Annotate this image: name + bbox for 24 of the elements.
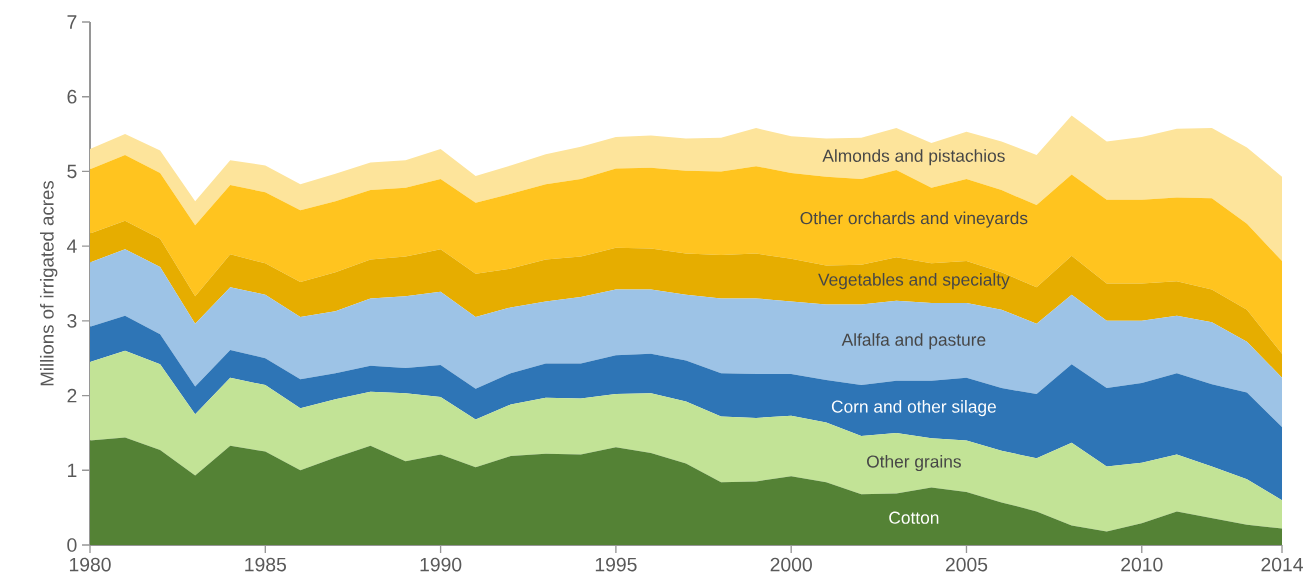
series-label: Other orchards and vineyards: [800, 211, 1028, 228]
x-tick-label: 2005: [945, 557, 988, 572]
y-tick-label: 4: [66, 239, 77, 253]
x-tick-label: 1985: [245, 557, 286, 572]
series-label: Cotton: [889, 511, 939, 524]
series-label: Almonds and pistachios: [822, 149, 1005, 166]
y-tick-label: 5: [67, 164, 77, 179]
y-tick-label: 6: [67, 89, 77, 104]
x-tick-label: 1990: [420, 557, 462, 572]
y-tick-label: 3: [67, 314, 77, 328]
x-tick-label: 1995: [595, 557, 637, 572]
series-label: Other grains: [867, 454, 961, 472]
y-tick-label: 2: [67, 388, 77, 403]
x-tick-label: 1980: [69, 557, 111, 572]
series-label: Alfalfa and pasture: [841, 333, 986, 350]
y-tick-label: 1: [68, 463, 77, 477]
y-axis-title: Millions of irrigated acres: [39, 181, 58, 386]
y-tick-label: 7: [67, 15, 77, 29]
x-tick-label: 2010: [1121, 557, 1163, 572]
x-tick-label: 2014: [1261, 557, 1303, 572]
x-tick-label: 2000: [770, 557, 812, 572]
series-label: Vegetables and specialty: [818, 272, 1010, 290]
series-label: Corn and other silage: [831, 400, 996, 417]
y-tick-label: 0: [67, 538, 77, 552]
